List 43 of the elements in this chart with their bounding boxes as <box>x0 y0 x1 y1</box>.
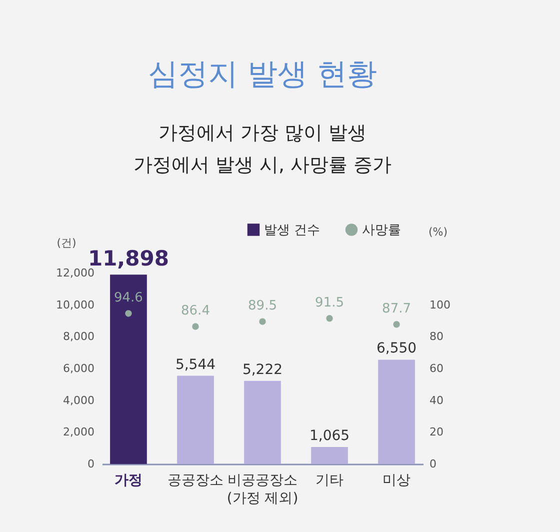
bar <box>177 376 214 464</box>
bar <box>311 447 348 464</box>
x-tick-label: 기타 <box>316 472 344 488</box>
y2-tick-label: 20 <box>430 426 444 439</box>
data-label: 1,065 <box>309 428 350 444</box>
bar <box>244 380 281 464</box>
y-tick-label: 8,000 <box>63 330 94 344</box>
point <box>259 318 266 325</box>
y2-tick-label: 100 <box>430 298 450 312</box>
x-tick-label: 비공공장소 (가정 제외) <box>226 472 298 506</box>
y-tick-label: 10,000 <box>56 298 94 312</box>
data-label: 87.7 <box>382 301 412 316</box>
bar <box>378 360 415 464</box>
legend-label: 발생 건수 <box>264 222 320 238</box>
point <box>326 315 333 322</box>
data-label: 91.5 <box>315 295 344 310</box>
y2-tick-label: 0 <box>430 458 436 470</box>
x-tick-label: 가정 <box>114 472 142 488</box>
x-tick-label: 공공장소 <box>167 472 224 488</box>
y2-tick-label: 40 <box>430 394 444 407</box>
point <box>192 323 199 330</box>
data-label: 94.6 <box>114 290 143 306</box>
y-tick-label: 6,000 <box>63 362 94 375</box>
y2-tick-label: 80 <box>430 330 444 344</box>
data-label: 5,544 <box>175 356 216 373</box>
chart-title: 심정지 발생 현황 <box>148 57 378 92</box>
x-tick-label: 미상 <box>382 472 411 488</box>
y2-axis-title: (%) <box>428 226 448 238</box>
data-label: 86.4 <box>181 303 210 318</box>
y-tick-label: 4,000 <box>63 394 94 407</box>
chart-subtitle: 가정에서 가장 많이 발생 가정에서 발생 시, 사망률 증가 <box>133 122 392 176</box>
y-tick-label: 0 <box>88 458 94 470</box>
y-axis-title: (건) <box>56 236 76 250</box>
data-label: 89.5 <box>248 298 277 314</box>
legend-label: 사망률 <box>362 222 401 238</box>
point <box>125 310 132 317</box>
bar <box>110 274 147 464</box>
y-tick-label: 2,000 <box>63 426 94 439</box>
y-tick-label: 12,000 <box>56 266 94 280</box>
y2-tick-label: 60 <box>430 362 444 375</box>
data-label: 5,222 <box>242 362 283 378</box>
data-label: 6,550 <box>376 340 417 357</box>
point <box>393 321 400 328</box>
